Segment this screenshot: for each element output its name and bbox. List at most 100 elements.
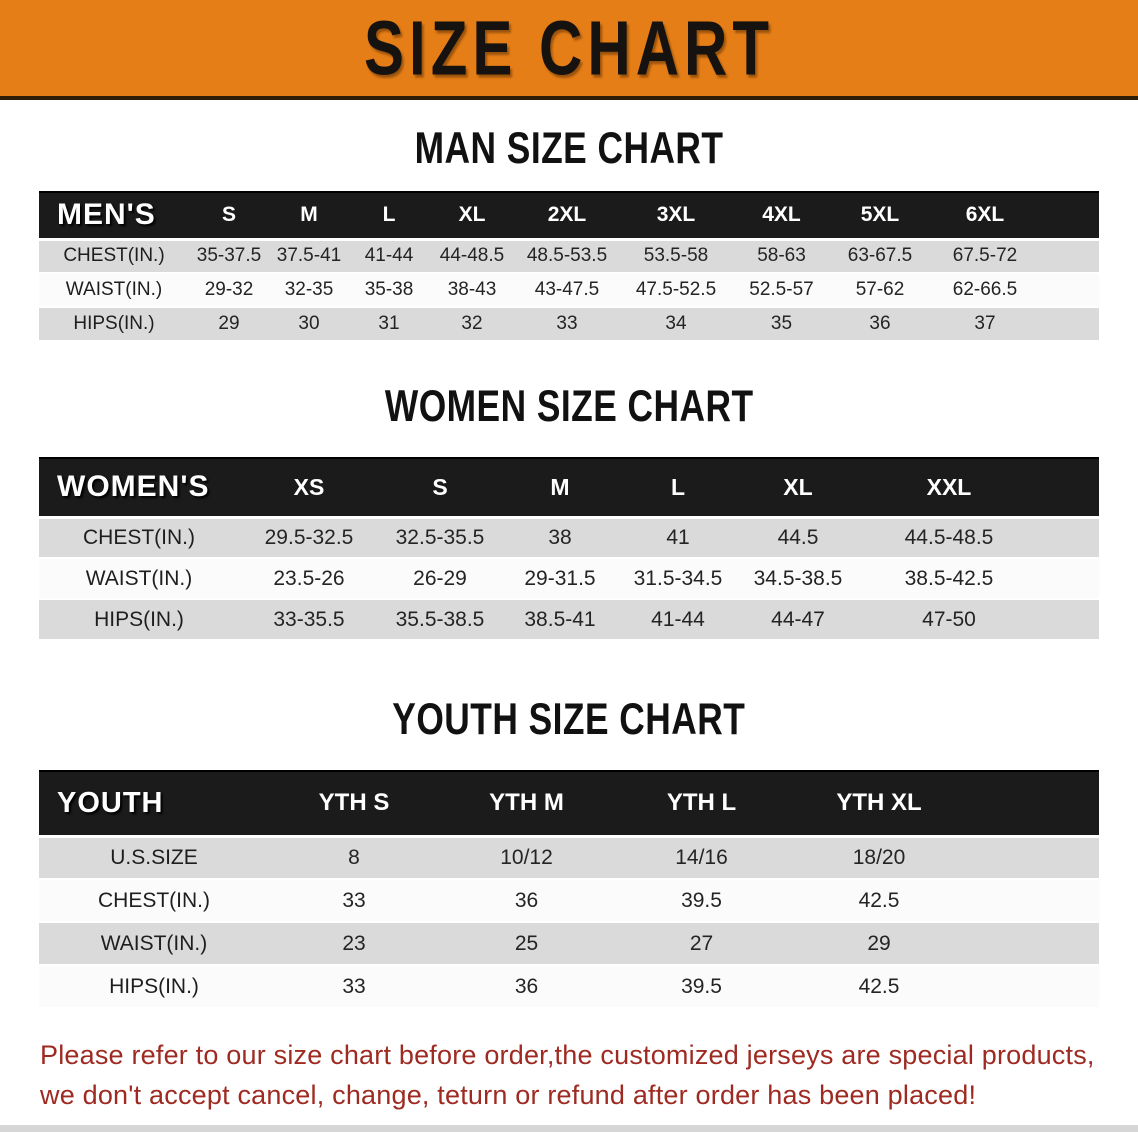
women-size-table: WOMEN'S XS S M L XL XXL CHEST(IN.) 29.5-… [39, 457, 1099, 641]
women-section-heading: WOMEN SIZE CHART [0, 382, 1138, 432]
youth-table-title: YOUTH [39, 770, 269, 838]
men-size-col: XL [429, 191, 515, 241]
women-size-col: XS [239, 457, 379, 519]
cell: 25 [439, 922, 614, 966]
youth-size-col: YTH L [614, 770, 789, 838]
women-size-col: XL [737, 457, 859, 519]
cell: 41 [619, 517, 737, 559]
cell: 23 [269, 922, 439, 966]
bottom-divider [0, 1125, 1138, 1132]
youth-size-col: YTH XL [789, 770, 969, 838]
women-size-col: S [379, 457, 501, 519]
cell: 42.5 [789, 965, 969, 1009]
cell: 27 [614, 922, 789, 966]
cell: 41-44 [619, 599, 737, 641]
women-size-col: XXL [859, 457, 1039, 519]
cell: 33 [269, 879, 439, 923]
cell: 33-35.5 [239, 599, 379, 641]
cell: 62-66.5 [930, 273, 1040, 308]
cell: 38 [501, 517, 619, 559]
banner-title: SIZE CHART [364, 5, 774, 91]
cell: 38.5-41 [501, 599, 619, 641]
cell: 8 [269, 836, 439, 880]
women-header-spacer [1039, 457, 1099, 519]
youth-ussize-label: U.S.SIZE [39, 836, 269, 880]
cell: 38-43 [429, 273, 515, 308]
men-size-col: S [189, 191, 269, 241]
youth-size-col: YTH M [439, 770, 614, 838]
youth-size-table: YOUTH YTH S YTH M YTH L YTH XL U.S.SIZE … [39, 770, 1099, 1009]
table-row: WAIST(IN.) 23 25 27 29 [39, 922, 1099, 966]
table-row: CHEST(IN.) 33 36 39.5 42.5 [39, 879, 1099, 923]
table-row: U.S.SIZE 8 10/12 14/16 18/20 [39, 836, 1099, 880]
table-row: WAIST(IN.) 23.5-26 26-29 29-31.5 31.5-34… [39, 558, 1099, 600]
spacer-cell [1040, 307, 1099, 342]
men-header-spacer [1040, 191, 1099, 241]
spacer-cell [969, 836, 1099, 880]
table-row: CHEST(IN.) 29.5-32.5 32.5-35.5 38 41 44.… [39, 517, 1099, 559]
men-size-table: MEN'S S M L XL 2XL 3XL 4XL 5XL 6XL CHEST… [39, 191, 1099, 342]
cell: 39.5 [614, 965, 789, 1009]
cell: 44-48.5 [429, 239, 515, 274]
youth-size-col: YTH S [269, 770, 439, 838]
spacer-cell [969, 965, 1099, 1009]
spacer-cell [1040, 239, 1099, 274]
youth-waist-label: WAIST(IN.) [39, 922, 269, 966]
cell: 44.5-48.5 [859, 517, 1039, 559]
cell: 33 [515, 307, 619, 342]
men-size-col: 6XL [930, 191, 1040, 241]
cell: 30 [269, 307, 349, 342]
spacer-cell [1040, 273, 1099, 308]
table-row: WAIST(IN.) 29-32 32-35 35-38 38-43 43-47… [39, 273, 1099, 308]
men-chest-label: CHEST(IN.) [39, 239, 189, 274]
cell: 33 [269, 965, 439, 1009]
youth-header-spacer [969, 770, 1099, 838]
youth-chest-label: CHEST(IN.) [39, 879, 269, 923]
cell: 36 [830, 307, 930, 342]
women-hips-label: HIPS(IN.) [39, 599, 239, 641]
spacer-cell [1039, 558, 1099, 600]
cell: 36 [439, 879, 614, 923]
cell: 35-37.5 [189, 239, 269, 274]
women-size-col: M [501, 457, 619, 519]
cell: 48.5-53.5 [515, 239, 619, 274]
cell: 34.5-38.5 [737, 558, 859, 600]
cell: 47.5-52.5 [619, 273, 733, 308]
cell: 41-44 [349, 239, 429, 274]
cell: 38.5-42.5 [859, 558, 1039, 600]
cell: 29 [789, 922, 969, 966]
cell: 57-62 [830, 273, 930, 308]
cell: 36 [439, 965, 614, 1009]
cell: 35-38 [349, 273, 429, 308]
youth-section-heading: YOUTH SIZE CHART [0, 695, 1138, 745]
cell: 37.5-41 [269, 239, 349, 274]
cell: 32.5-35.5 [379, 517, 501, 559]
cell: 14/16 [614, 836, 789, 880]
cell: 23.5-26 [239, 558, 379, 600]
men-waist-label: WAIST(IN.) [39, 273, 189, 308]
cell: 53.5-58 [619, 239, 733, 274]
spacer-cell [1039, 517, 1099, 559]
cell: 35.5-38.5 [379, 599, 501, 641]
spacer-cell [1039, 599, 1099, 641]
cell: 31.5-34.5 [619, 558, 737, 600]
cell: 58-63 [733, 239, 830, 274]
women-table-title: WOMEN'S [39, 457, 239, 519]
cell: 29-31.5 [501, 558, 619, 600]
table-row: HIPS(IN.) 33-35.5 35.5-38.5 38.5-41 41-4… [39, 599, 1099, 641]
cell: 29.5-32.5 [239, 517, 379, 559]
cell: 52.5-57 [733, 273, 830, 308]
women-section-heading-text: WOMEN SIZE CHART [384, 382, 754, 432]
cell: 29-32 [189, 273, 269, 308]
size-chart-banner: SIZE CHART [0, 0, 1138, 100]
men-header-row: MEN'S S M L XL 2XL 3XL 4XL 5XL 6XL [39, 191, 1099, 241]
men-size-col: L [349, 191, 429, 241]
table-row: CHEST(IN.) 35-37.5 37.5-41 41-44 44-48.5… [39, 239, 1099, 274]
disclaimer-line-1: Please refer to our size chart before or… [40, 1040, 1095, 1070]
cell: 26-29 [379, 558, 501, 600]
youth-section-heading-text: YOUTH SIZE CHART [392, 695, 746, 745]
spacer-cell [969, 879, 1099, 923]
cell: 42.5 [789, 879, 969, 923]
cell: 10/12 [439, 836, 614, 880]
youth-header-row: YOUTH YTH S YTH M YTH L YTH XL [39, 770, 1099, 838]
